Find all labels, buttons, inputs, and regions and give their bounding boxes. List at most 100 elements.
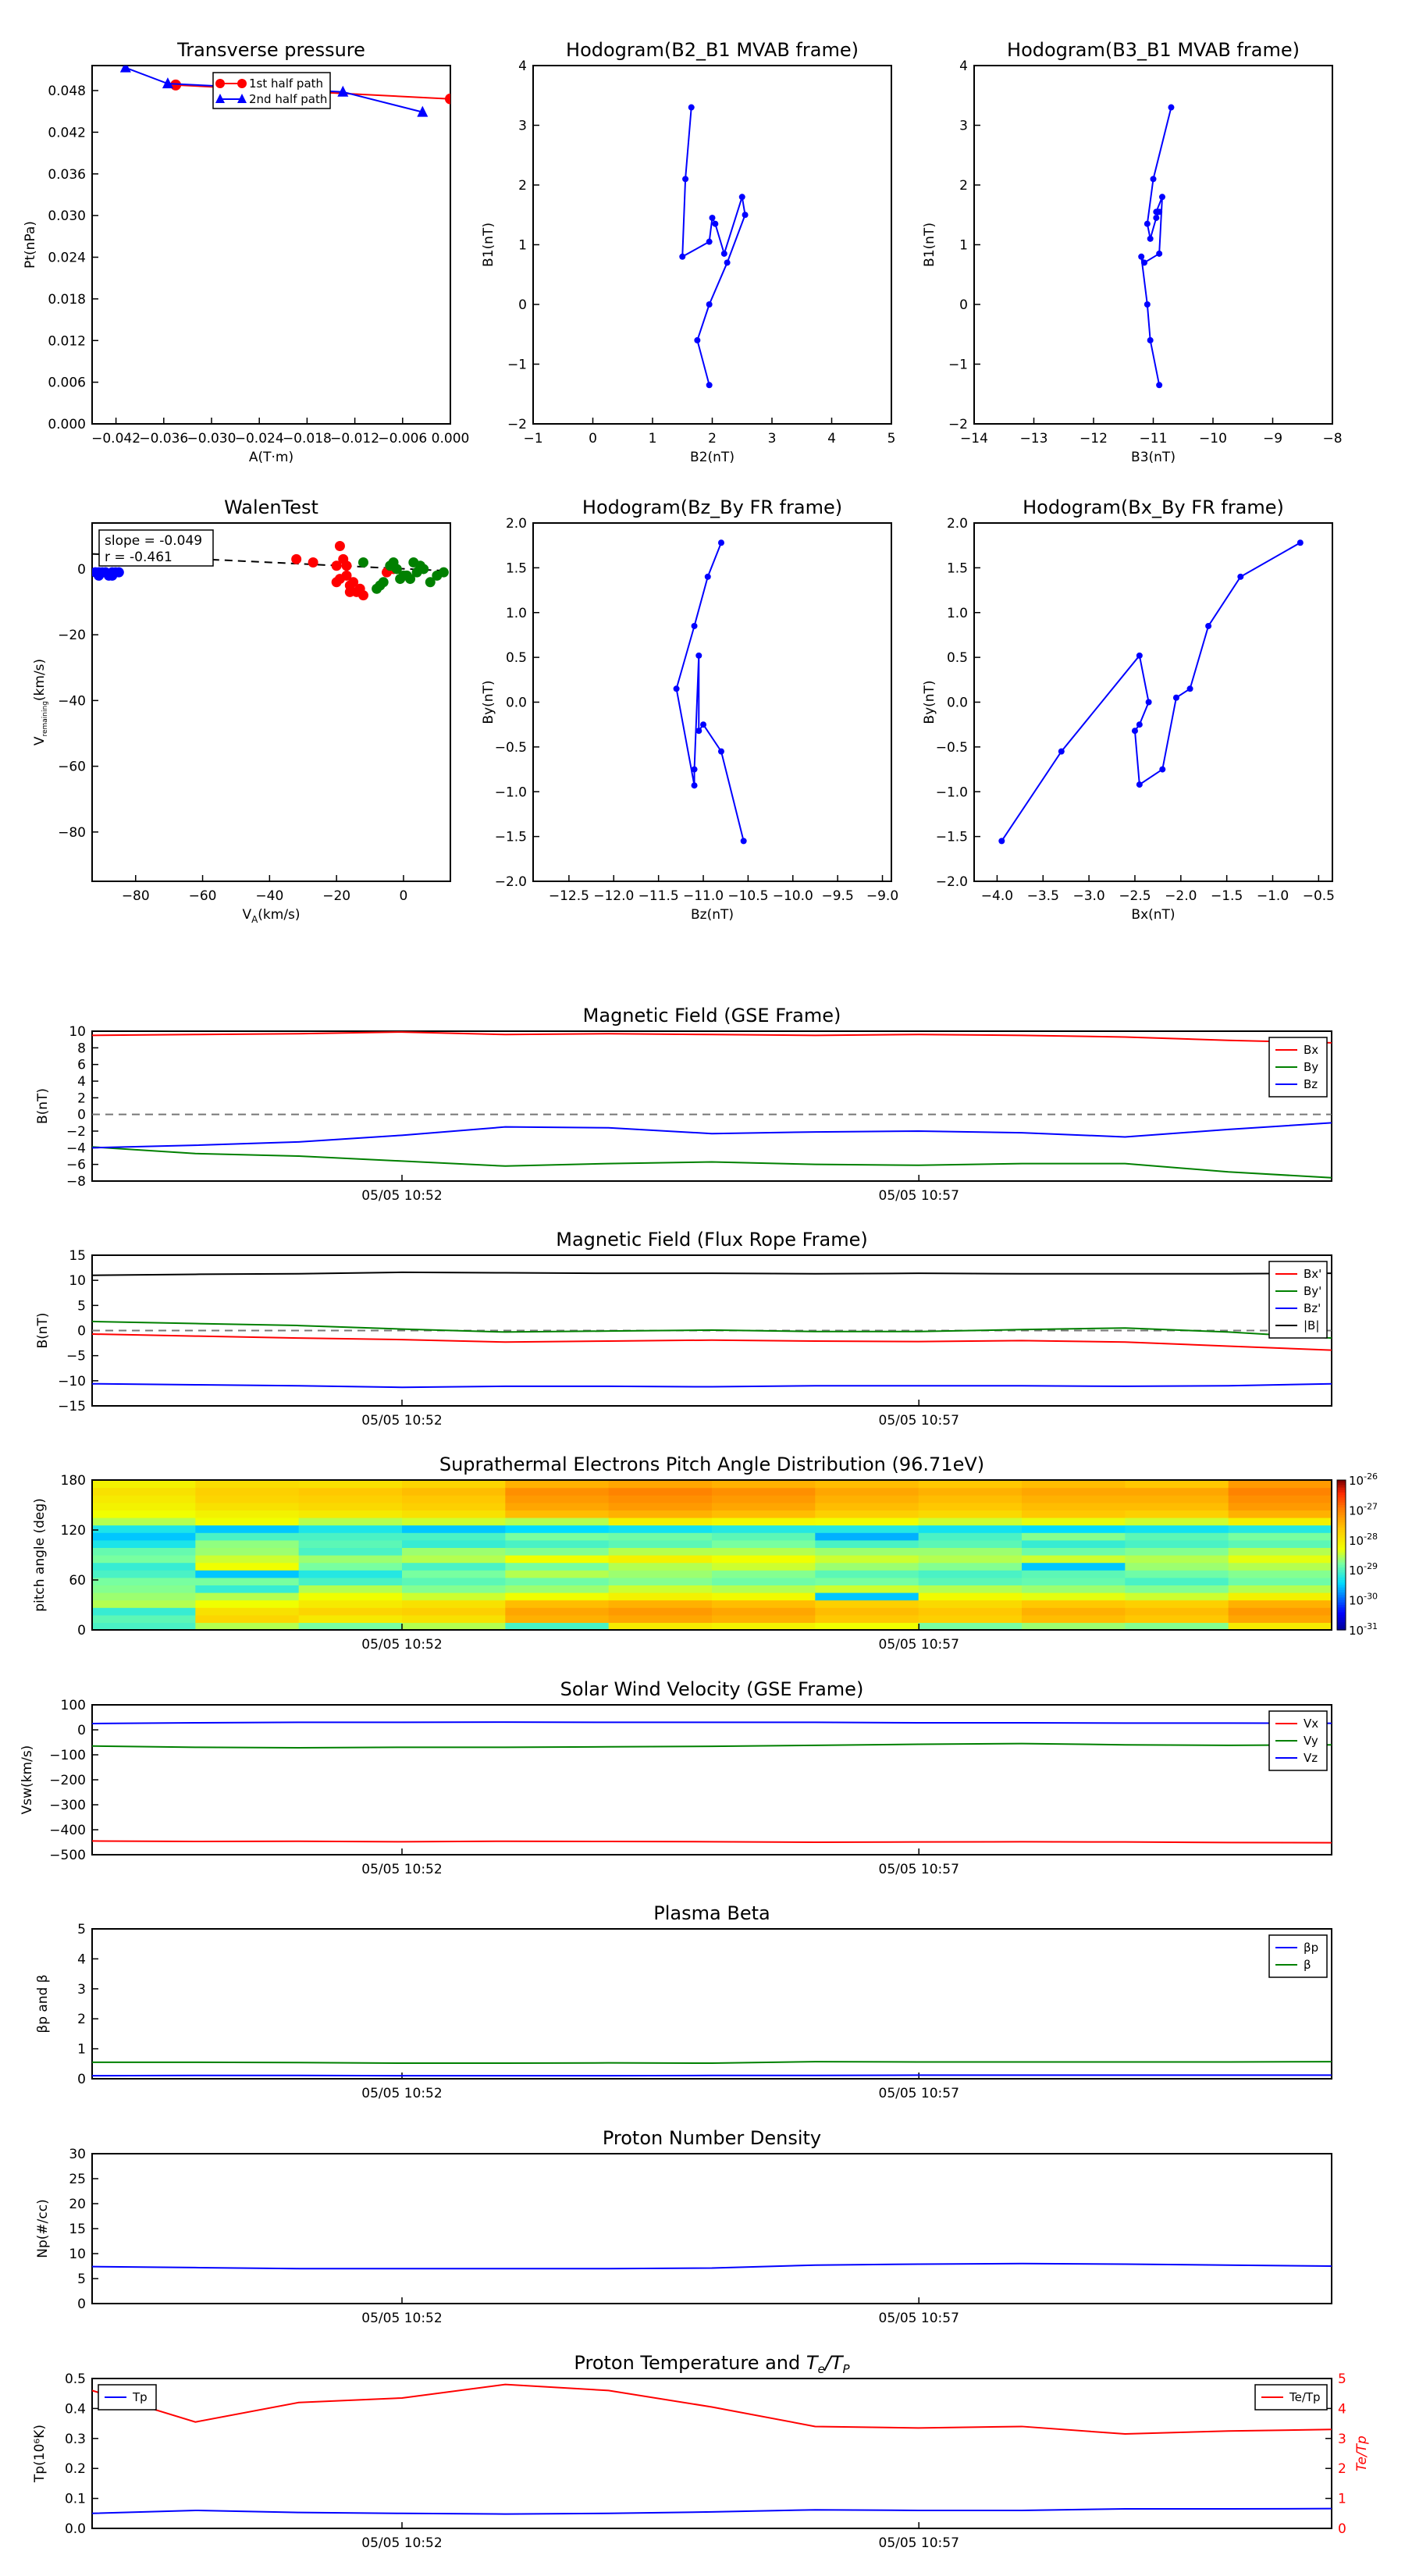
y-tick-label: −20 (58, 628, 86, 643)
data-point (375, 580, 386, 591)
data-point (691, 622, 698, 629)
y-tick-label: 0.2 (65, 2461, 86, 2477)
hodogram-line (1140, 107, 1172, 386)
series-line-Tp (91, 2507, 1332, 2515)
y-tick-label: 0.042 (48, 125, 86, 141)
y-axis-label-right: Te/Tp (1354, 2435, 1370, 2471)
y-tick-label: −2 (948, 417, 968, 432)
heatmap-cell (815, 1487, 919, 1496)
panel-3: −80 −60 −40 −20 0 −80 −60 −40 −20 0 WalenTest VA(km… (32, 496, 451, 925)
colorbar-segment (1337, 1589, 1346, 1593)
heatmap-cell (918, 1532, 1023, 1541)
heatmap-cell (608, 1614, 713, 1623)
y-tick-label: 1.5 (506, 560, 527, 576)
legend-label: Bx' (1304, 1267, 1321, 1281)
y-tick-label-right: 4 (1338, 2401, 1346, 2417)
y-tick-label: 0.018 (48, 292, 86, 308)
heatmap-cell (918, 1547, 1023, 1556)
heatmap-cell (92, 1532, 196, 1541)
y-tick-label-right: 5 (1338, 2371, 1346, 2387)
heatmap-cell (608, 1495, 713, 1503)
data-point (740, 838, 747, 845)
y-tick-label: 2 (959, 178, 968, 194)
x-tick-label: 5 (887, 431, 896, 447)
y-tick-label: 3 (959, 119, 968, 134)
x-tick-label: 05/05 10:52 (361, 2086, 442, 2101)
x-tick-label: −20 (322, 888, 350, 904)
heatmap-cell (1228, 1570, 1332, 1578)
series-line-β (92, 2061, 1332, 2065)
heatmap-cell (298, 1592, 403, 1601)
y-tick-label: 1.0 (947, 606, 968, 621)
heatmap-cell (1228, 1607, 1332, 1616)
x-tick-label: −0.030 (187, 431, 237, 447)
legend-label: β (1304, 1958, 1311, 1972)
data-point (1205, 622, 1212, 629)
heatmap-cell (918, 1510, 1023, 1518)
y-tick-label: 5 (77, 2272, 86, 2287)
data-point (720, 250, 727, 257)
heatmap-cell (298, 1495, 403, 1503)
heatmap-cell (1228, 1614, 1332, 1623)
series-line-Np (91, 2262, 1332, 2270)
legend-label: Tp (132, 2390, 148, 2404)
heatmap-cell (608, 1480, 713, 1489)
heatmap-cell (1125, 1502, 1229, 1510)
annotation-text: r = -0.461 (105, 550, 173, 565)
hodogram-line (675, 542, 745, 841)
y-tick-label: 0.006 (48, 375, 86, 391)
x-tick-label: 05/05 10:57 (879, 1637, 959, 1653)
y-tick-label: 0.3 (65, 2432, 86, 2447)
heatmap-cell (1228, 1517, 1332, 1526)
colorbar-segment (1337, 1550, 1346, 1553)
heatmap-cell (815, 1585, 919, 1593)
data-point (1136, 721, 1143, 728)
colorbar-segment (1337, 1514, 1346, 1518)
colorbar-segment (1337, 1577, 1346, 1581)
heatmap-cell (402, 1547, 506, 1556)
heatmap-cell (1022, 1599, 1126, 1608)
y-tick-label: 4 (77, 1952, 86, 1967)
heatmap-cell (712, 1555, 816, 1564)
y-axis-label: Pt(nPa) (23, 221, 38, 269)
colorbar-segment (1337, 1527, 1346, 1531)
y-tick-label: 2 (77, 2012, 86, 2027)
heatmap-cell (608, 1570, 713, 1578)
heatmap-cell (92, 1570, 196, 1578)
y-tick-label: −8 (66, 1174, 86, 1190)
heatmap-cell (195, 1547, 300, 1556)
y-tick-label: 0 (77, 1324, 86, 1340)
heatmap-cell (815, 1577, 919, 1585)
data-point (119, 66, 131, 73)
colorbar-segment (1337, 1572, 1346, 1576)
data-point (679, 253, 686, 260)
heatmap-cell (402, 1480, 506, 1489)
x-tick-label: 4 (827, 431, 836, 447)
heatmap-cell (815, 1510, 919, 1518)
heatmap-cell (712, 1502, 816, 1510)
colorbar-tick-label: 10-26 (1349, 1471, 1378, 1488)
y-tick-label: 4 (77, 1074, 86, 1090)
legend (1268, 1934, 1328, 1978)
chart-title: Proton Temperature and Te/TP (574, 2352, 850, 2376)
colorbar-segment (1337, 1525, 1346, 1528)
heatmap-cell (918, 1517, 1023, 1526)
y-tick-label: −0.5 (495, 740, 527, 756)
heatmap-cell (92, 1525, 196, 1533)
heatmap-cell (608, 1487, 713, 1496)
y-tick-label: 0 (77, 1108, 86, 1123)
y-tick-label: −0.5 (936, 740, 968, 756)
y-tick-label: −400 (49, 1823, 86, 1838)
data-point (1144, 220, 1151, 227)
heatmap-cell (1022, 1517, 1126, 1526)
data-point (417, 105, 429, 117)
heatmap-cell (815, 1599, 919, 1608)
heatmap-cell (505, 1614, 610, 1623)
y-tick-label: 20 (69, 2197, 86, 2212)
colorbar-segment (1337, 1610, 1346, 1614)
heatmap-cell (815, 1532, 919, 1541)
y-tick-label: −40 (58, 693, 86, 709)
x-tick-label: 05/05 10:57 (879, 2535, 959, 2551)
data-point (348, 577, 359, 588)
axes-frame (91, 65, 451, 425)
